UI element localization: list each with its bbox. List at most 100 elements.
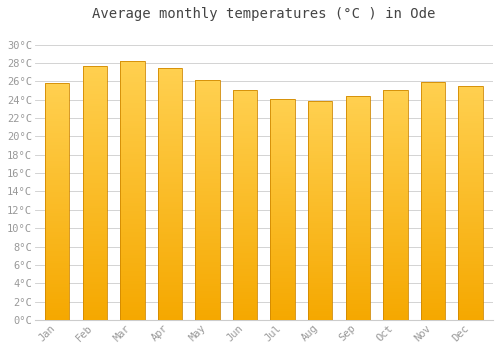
Bar bbox=[158, 184, 182, 187]
Bar bbox=[346, 170, 370, 172]
Bar bbox=[158, 189, 182, 192]
Bar bbox=[196, 289, 220, 291]
Bar bbox=[158, 146, 182, 149]
Bar bbox=[420, 97, 445, 99]
Bar bbox=[270, 152, 295, 154]
Bar bbox=[383, 299, 407, 301]
Bar bbox=[233, 129, 258, 131]
Bar bbox=[120, 61, 144, 320]
Bar bbox=[158, 199, 182, 202]
Bar bbox=[420, 289, 445, 292]
Bar bbox=[45, 168, 70, 171]
Bar bbox=[196, 315, 220, 317]
Bar bbox=[383, 297, 407, 299]
Bar bbox=[158, 310, 182, 313]
Bar bbox=[196, 238, 220, 241]
Bar bbox=[308, 177, 332, 180]
Bar bbox=[383, 308, 407, 311]
Bar bbox=[196, 299, 220, 301]
Bar bbox=[233, 200, 258, 202]
Bar bbox=[158, 197, 182, 199]
Bar bbox=[233, 186, 258, 189]
Bar bbox=[82, 132, 107, 134]
Bar bbox=[270, 267, 295, 269]
Bar bbox=[45, 230, 70, 232]
Bar bbox=[270, 265, 295, 267]
Bar bbox=[458, 184, 482, 187]
Bar bbox=[82, 165, 107, 167]
Bar bbox=[270, 172, 295, 174]
Bar bbox=[120, 294, 144, 297]
Bar bbox=[196, 222, 220, 224]
Bar bbox=[196, 301, 220, 303]
Bar bbox=[383, 149, 407, 152]
Bar bbox=[158, 280, 182, 282]
Bar bbox=[120, 245, 144, 247]
Bar bbox=[458, 116, 482, 119]
Bar bbox=[383, 163, 407, 166]
Bar bbox=[420, 161, 445, 163]
Bar bbox=[420, 258, 445, 260]
Bar bbox=[420, 246, 445, 248]
Bar bbox=[82, 226, 107, 229]
Bar bbox=[458, 93, 482, 95]
Bar bbox=[270, 251, 295, 254]
Bar bbox=[196, 258, 220, 260]
Bar bbox=[82, 241, 107, 244]
Bar bbox=[346, 313, 370, 315]
Bar bbox=[270, 216, 295, 218]
Bar bbox=[383, 168, 407, 170]
Bar bbox=[308, 110, 332, 112]
Bar bbox=[420, 215, 445, 218]
Bar bbox=[458, 196, 482, 198]
Bar bbox=[45, 90, 70, 93]
Bar bbox=[158, 94, 182, 96]
Bar bbox=[270, 154, 295, 156]
Bar bbox=[346, 259, 370, 262]
Bar bbox=[270, 147, 295, 150]
Bar bbox=[196, 253, 220, 255]
Bar bbox=[420, 137, 445, 139]
Bar bbox=[420, 315, 445, 317]
Bar bbox=[420, 287, 445, 289]
Bar bbox=[120, 108, 144, 110]
Bar bbox=[82, 190, 107, 193]
Bar bbox=[82, 205, 107, 208]
Bar bbox=[120, 77, 144, 79]
Bar bbox=[270, 132, 295, 134]
Bar bbox=[458, 126, 482, 128]
Bar bbox=[346, 219, 370, 222]
Bar bbox=[383, 295, 407, 297]
Bar bbox=[45, 114, 70, 116]
Bar bbox=[158, 126, 182, 129]
Bar bbox=[420, 156, 445, 158]
Bar bbox=[420, 244, 445, 246]
Bar bbox=[45, 261, 70, 263]
Bar bbox=[346, 246, 370, 248]
Bar bbox=[458, 222, 482, 224]
Bar bbox=[420, 272, 445, 275]
Bar bbox=[196, 164, 220, 167]
Bar bbox=[346, 315, 370, 318]
Bar bbox=[233, 228, 258, 230]
Bar bbox=[120, 100, 144, 103]
Bar bbox=[346, 188, 370, 190]
Bar bbox=[383, 292, 407, 295]
Bar bbox=[158, 129, 182, 131]
Bar bbox=[383, 101, 407, 103]
Bar bbox=[45, 289, 70, 292]
Bar bbox=[346, 141, 370, 143]
Bar bbox=[82, 289, 107, 292]
Bar bbox=[420, 282, 445, 284]
Bar bbox=[158, 305, 182, 307]
Bar bbox=[120, 281, 144, 284]
Bar bbox=[45, 235, 70, 237]
Bar bbox=[420, 182, 445, 184]
Bar bbox=[270, 269, 295, 271]
Bar bbox=[120, 219, 144, 222]
Bar bbox=[420, 92, 445, 94]
Bar bbox=[346, 248, 370, 251]
Bar bbox=[346, 210, 370, 212]
Bar bbox=[120, 139, 144, 141]
Bar bbox=[233, 223, 258, 225]
